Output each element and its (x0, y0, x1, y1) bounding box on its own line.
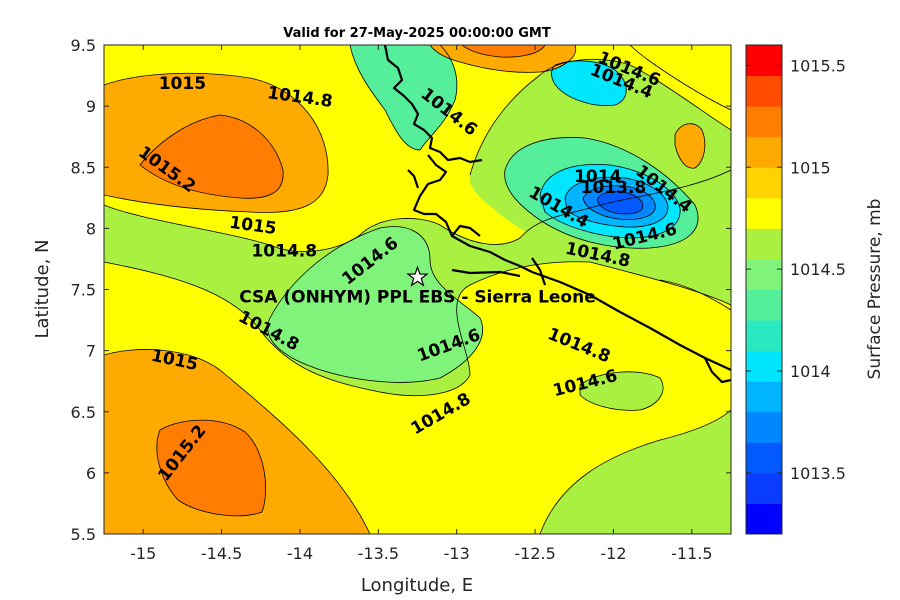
contour-line (104, 349, 371, 534)
fill-north-cyan-1014 (551, 60, 627, 106)
colorbar-frame (745, 44, 783, 535)
colorbar-segment (746, 472, 782, 504)
colorbar-segment (746, 136, 782, 168)
coastline-path (412, 154, 533, 273)
colorbar-segment (746, 503, 782, 535)
y-tick-label: 7 (86, 342, 96, 361)
y-tick-label: 9.5 (71, 36, 96, 55)
x-tick-label: -13.5 (358, 544, 399, 563)
x-axis-label: Longitude, E (361, 575, 473, 596)
contour-lines (104, 45, 731, 534)
contour-line (539, 164, 681, 239)
colorbar-segment (746, 45, 782, 77)
contour-line (104, 261, 731, 397)
coastline-path (531, 270, 731, 371)
contour-line (564, 176, 669, 228)
y-axis-label: Latitude, N (32, 240, 53, 339)
contour-line (139, 114, 284, 199)
fill-ne-orange-blob (675, 123, 705, 169)
colorbar-segment (746, 75, 782, 107)
coastline-path (383, 45, 483, 164)
y-tick-label: 6 (86, 464, 96, 483)
plot-title: Valid for 27-May-2025 00:00:00 GMT (283, 26, 551, 41)
contour-line (597, 191, 644, 215)
colorbar-segment (746, 442, 782, 474)
coastline-path (704, 357, 731, 384)
coastline-path (451, 268, 521, 278)
x-tick-label: -13 (444, 544, 470, 563)
contour-line (504, 137, 699, 249)
fill-se-small-green (580, 371, 664, 411)
fill-north-orange-1015 (430, 45, 576, 73)
colorbar-tick-label: 1015 (790, 158, 831, 177)
fill-sw-1015p2-area (156, 420, 266, 516)
x-axis-ticks: -15 -14.5 -14 -13.5 -13 -12.5 -12 -11.5 (130, 45, 713, 563)
coastline-path (407, 169, 420, 189)
contour-line (629, 45, 731, 111)
y-tick-label: 8 (86, 219, 96, 238)
colorbar-segment (746, 320, 782, 352)
contour-line (539, 409, 731, 534)
colorbar: 1013.5 1014 1014.5 1015 1015.5 Surface Press… (745, 44, 885, 535)
contour-line (429, 45, 577, 73)
colorbar-segment (746, 197, 782, 229)
x-tick-label: -12 (600, 544, 626, 563)
colorbar-segment (746, 411, 782, 443)
fill-nw-1015p2-area (140, 115, 284, 199)
colorbar-segment (746, 167, 782, 199)
colorbar-segment (746, 228, 782, 260)
contour-label: 1014.8 (251, 242, 317, 262)
y-tick-label: 9 (86, 97, 96, 116)
y-tick-label: 7.5 (71, 281, 96, 300)
colorbar-segment (746, 258, 782, 290)
fill-ne-yellow-edge (630, 45, 731, 110)
colorbar-tick-label: 1015.5 (790, 56, 846, 75)
star-icon (406, 265, 429, 287)
x-tick-label: -12.5 (514, 544, 555, 563)
colorbar-segment (746, 289, 782, 321)
y-axis-ticks: 5.5 6 6.5 7 7.5 8 8.5 9 9.5 (71, 36, 731, 544)
colorbar-label: Surface Pressure, mb (865, 199, 885, 380)
y-tick-label: 6.5 (71, 403, 96, 422)
x-tick-label: -14 (287, 544, 313, 563)
contour-line (156, 419, 267, 517)
map-panel: -15 -14.5 -14 -13.5 -13 -12.5 -12 -11.5 5.5 6 6.5… (32, 36, 732, 596)
coastline-path (451, 224, 481, 237)
x-tick-label: -11.5 (671, 544, 712, 563)
contour-line (461, 45, 546, 58)
colorbar-segment (746, 350, 782, 382)
fill-east-yellow-strip (660, 280, 731, 350)
colorbar-tick-label: 1014.5 (790, 260, 846, 279)
y-tick-label: 5.5 (71, 525, 96, 544)
contour-label: 1013.8 (581, 178, 647, 198)
site-label: CSA (ONHYM) PPL EBS - Sierra Leone (239, 287, 596, 307)
colorbar-segment (746, 381, 782, 413)
coastline (383, 45, 731, 384)
contour-line (551, 60, 627, 107)
contour-line (674, 123, 706, 169)
y-tick-label: 8.5 (71, 158, 96, 177)
colorbar-segments (746, 45, 782, 535)
contour-line (104, 72, 329, 213)
fill-1014p4-band (267, 226, 483, 383)
contour-line (582, 185, 656, 220)
colorbar-tick-label: 1013.5 (790, 464, 846, 483)
fill-se-green-area (540, 410, 731, 534)
coastline-path (531, 257, 547, 286)
colorbar-ticks: 1013.5 1014 1014.5 1015 1015.5 (746, 56, 846, 483)
x-tick-label: -15 (130, 544, 156, 563)
x-tick-label: -14.5 (201, 544, 242, 563)
contour-line (349, 45, 458, 151)
contour-label: 1015 (159, 74, 206, 94)
contour-line (267, 226, 483, 383)
contour-line (579, 371, 664, 411)
contour-line (659, 279, 731, 311)
contour-label: 1014 (574, 167, 621, 187)
colorbar-tick-label: 1014 (790, 362, 831, 381)
fill-north-coast-cyan (350, 45, 457, 150)
fill-ne-low-core (597, 191, 643, 214)
colorbar-segment (746, 106, 782, 138)
